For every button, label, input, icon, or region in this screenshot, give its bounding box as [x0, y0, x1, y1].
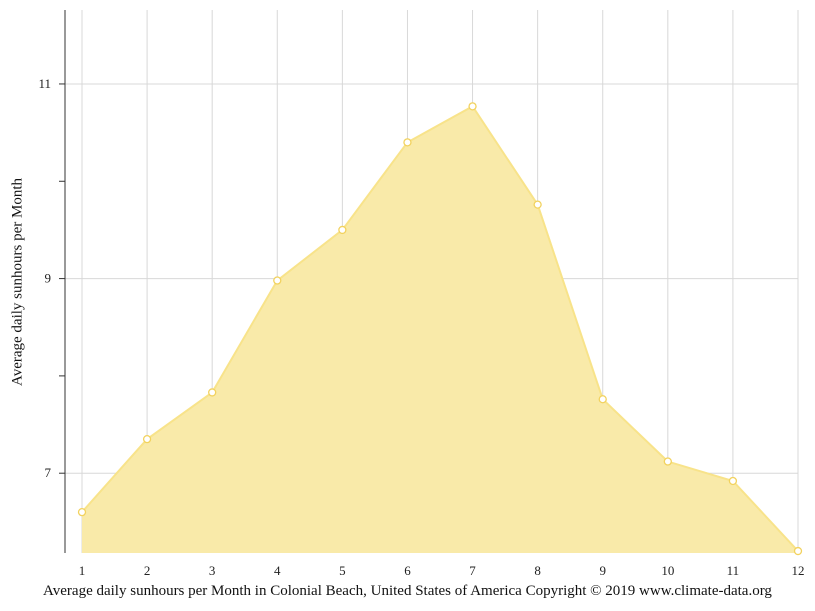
x-tick-label: 3 — [209, 563, 216, 578]
data-point-month-2 — [142, 434, 152, 444]
y-tick-label: 9 — [45, 271, 52, 286]
data-markers — [77, 102, 803, 556]
data-point-month-9 — [598, 395, 607, 404]
data-point-month-1 — [77, 507, 87, 517]
axes — [59, 10, 66, 553]
x-tick-label: 9 — [599, 563, 606, 578]
data-point-month-4 — [273, 276, 282, 285]
x-tick-label: 6 — [404, 563, 411, 578]
chart-caption: Average daily sunhours per Month in Colo… — [43, 583, 772, 599]
x-tick-label: 5 — [339, 563, 346, 578]
data-point-month-12 — [793, 546, 803, 556]
data-point-month-8 — [533, 200, 542, 209]
data-point-month-6 — [403, 138, 412, 147]
data-point-month-5 — [338, 225, 347, 235]
x-tick-label: 11 — [727, 563, 740, 578]
y-axis-label: Average daily sunhours per Month — [9, 177, 26, 387]
area-fill — [82, 106, 798, 553]
x-tick-label: 10 — [661, 563, 674, 578]
x-tick-label: 2 — [144, 563, 151, 578]
x-tick-label: 7 — [469, 563, 476, 578]
y-tick-label: 11 — [38, 76, 51, 91]
series-line — [81, 105, 799, 552]
y-tick-labels: 7 9 11 — [38, 76, 51, 480]
x-tick-label: 8 — [534, 563, 541, 578]
x-tick-labels: 1 2 3 4 5 6 7 8 9 10 11 12 — [79, 563, 805, 578]
x-tick-label: 4 — [274, 563, 281, 578]
data-point-month-10 — [663, 457, 672, 466]
data-point-month-3 — [208, 388, 217, 397]
x-tick-label: 12 — [792, 563, 805, 578]
x-tick-label: 1 — [79, 563, 86, 578]
data-point-month-11 — [728, 476, 738, 486]
y-tick-label: 7 — [45, 465, 52, 480]
data-point-month-7 — [468, 102, 477, 111]
